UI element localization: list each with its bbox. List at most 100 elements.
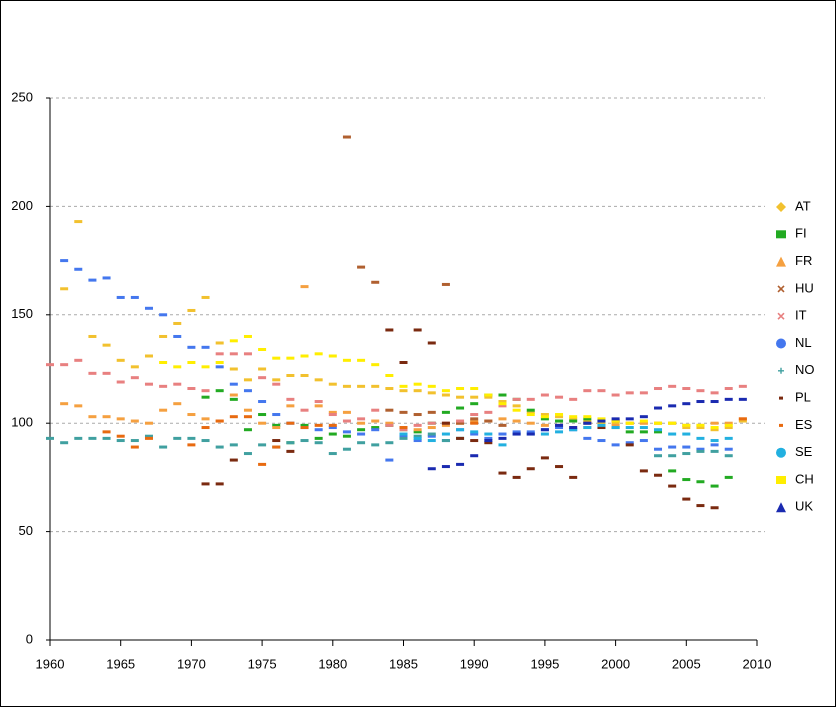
data-point <box>144 306 153 310</box>
data-point <box>639 421 648 425</box>
data-point <box>498 402 507 406</box>
data-point <box>229 382 238 386</box>
data-point <box>243 452 252 456</box>
data-point <box>441 421 450 425</box>
data-point <box>710 391 719 395</box>
legend-label: NO <box>795 362 815 377</box>
data-point <box>286 404 295 408</box>
data-point <box>385 441 394 445</box>
data-point <box>258 413 267 417</box>
legend-label: AT <box>795 198 811 213</box>
legend-marker <box>776 230 786 239</box>
data-point <box>144 436 153 440</box>
x-tick-label: 2005 <box>672 656 701 671</box>
data-point <box>724 436 733 440</box>
data-point <box>130 439 139 443</box>
data-point <box>668 469 677 473</box>
data-point <box>512 404 521 408</box>
data-point <box>201 395 210 399</box>
data-point <box>427 421 436 425</box>
data-point <box>88 436 97 440</box>
data-point <box>724 423 733 427</box>
data-point <box>399 436 408 440</box>
data-point <box>597 389 606 393</box>
data-point <box>540 432 549 436</box>
data-point <box>159 360 168 364</box>
data-point <box>484 432 493 436</box>
data-point <box>512 475 521 479</box>
data-point <box>540 456 549 460</box>
data-point <box>300 374 309 378</box>
data-point <box>639 391 648 395</box>
legend-label: IT <box>795 308 807 323</box>
data-point <box>498 404 507 408</box>
y-tick-label: 200 <box>11 198 33 213</box>
data-point <box>427 439 436 443</box>
legend-marker <box>778 367 784 374</box>
data-point <box>654 430 663 434</box>
x-tick-label: 1970 <box>177 656 206 671</box>
data-point <box>272 423 281 427</box>
data-point <box>512 432 521 436</box>
data-point <box>597 426 606 430</box>
data-point <box>484 439 493 443</box>
data-point <box>116 417 125 421</box>
x-tick-label: 1985 <box>389 656 418 671</box>
data-point <box>427 434 436 438</box>
data-point <box>639 415 648 419</box>
data-point <box>60 363 69 367</box>
data-point <box>427 432 436 436</box>
data-point <box>413 430 422 434</box>
data-point <box>258 443 267 447</box>
data-point <box>258 367 267 371</box>
legend-label: PL <box>795 390 811 405</box>
data-point <box>116 434 125 438</box>
data-point <box>215 389 224 393</box>
data-point <box>60 402 69 406</box>
data-point <box>328 432 337 436</box>
data-point <box>215 352 224 356</box>
data-point <box>272 439 281 443</box>
data-point <box>696 447 705 451</box>
data-point <box>144 434 153 438</box>
data-point <box>201 482 210 486</box>
data-point <box>654 428 663 432</box>
legend-label: CH <box>795 471 814 486</box>
data-point <box>441 423 450 427</box>
data-point <box>385 423 394 427</box>
data-point <box>498 400 507 404</box>
data-point <box>470 402 479 406</box>
data-point <box>328 410 337 414</box>
legend-marker <box>779 396 783 400</box>
data-point <box>540 417 549 421</box>
data-point <box>88 278 97 282</box>
data-point <box>258 376 267 380</box>
data-point <box>88 334 97 338</box>
data-point <box>470 421 479 425</box>
data-point <box>456 387 465 391</box>
data-point <box>201 295 210 299</box>
data-point <box>526 432 535 436</box>
data-point <box>639 469 648 473</box>
data-point <box>470 454 479 458</box>
data-point <box>399 360 408 364</box>
data-point <box>74 358 83 362</box>
data-point <box>272 378 281 382</box>
data-point <box>456 419 465 423</box>
data-point <box>441 465 450 469</box>
data-point <box>625 441 634 445</box>
data-point <box>272 445 281 449</box>
data-point <box>173 321 182 325</box>
legend-marker <box>777 285 785 293</box>
data-point <box>173 436 182 440</box>
data-point <box>314 436 323 440</box>
data-point <box>229 352 238 356</box>
data-point <box>484 441 493 445</box>
data-point <box>201 439 210 443</box>
data-point <box>300 354 309 358</box>
data-point <box>569 475 578 479</box>
data-point <box>342 410 351 414</box>
y-tick-label: 150 <box>11 306 33 321</box>
data-point <box>314 428 323 432</box>
data-point <box>159 445 168 449</box>
